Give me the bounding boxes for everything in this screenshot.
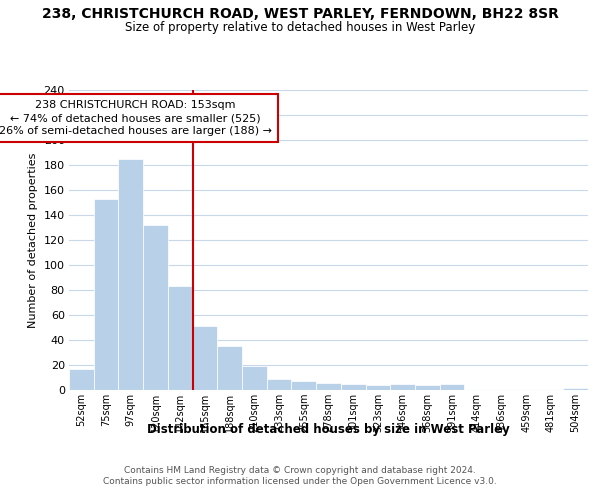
Bar xyxy=(341,384,365,390)
Bar xyxy=(440,384,464,390)
Text: Size of property relative to detached houses in West Parley: Size of property relative to detached ho… xyxy=(125,21,475,34)
Bar xyxy=(69,369,94,390)
Bar xyxy=(242,366,267,390)
Bar xyxy=(118,159,143,390)
Bar xyxy=(390,384,415,390)
Bar xyxy=(193,326,217,390)
Bar xyxy=(316,382,341,390)
Bar xyxy=(292,381,316,390)
Bar xyxy=(267,379,292,390)
Bar xyxy=(415,385,440,390)
Text: 238 CHRISTCHURCH ROAD: 153sqm
← 74% of detached houses are smaller (525)
26% of : 238 CHRISTCHURCH ROAD: 153sqm ← 74% of d… xyxy=(0,100,272,136)
Text: 238, CHRISTCHURCH ROAD, WEST PARLEY, FERNDOWN, BH22 8SR: 238, CHRISTCHURCH ROAD, WEST PARLEY, FER… xyxy=(41,8,559,22)
Bar xyxy=(94,198,118,390)
Bar xyxy=(168,286,193,390)
Bar xyxy=(143,225,168,390)
Text: Distribution of detached houses by size in West Parley: Distribution of detached houses by size … xyxy=(148,422,510,436)
Y-axis label: Number of detached properties: Number of detached properties xyxy=(28,152,38,328)
Bar xyxy=(365,385,390,390)
Text: Contains public sector information licensed under the Open Government Licence v3: Contains public sector information licen… xyxy=(103,478,497,486)
Bar xyxy=(217,346,242,390)
Text: Contains HM Land Registry data © Crown copyright and database right 2024.: Contains HM Land Registry data © Crown c… xyxy=(124,466,476,475)
Bar xyxy=(563,388,588,390)
